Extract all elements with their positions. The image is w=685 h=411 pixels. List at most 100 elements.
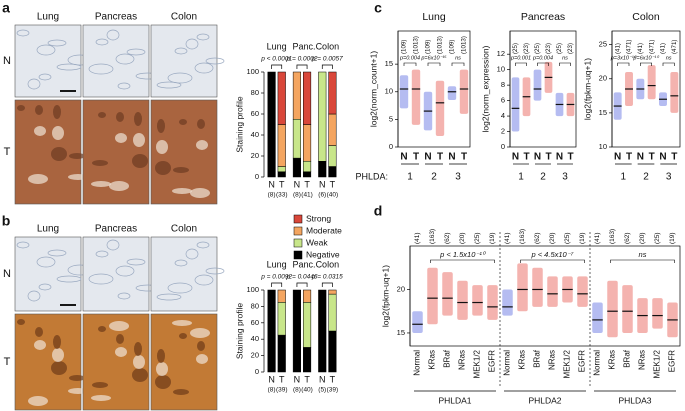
bar-segment xyxy=(303,347,312,373)
sample-count: (23) xyxy=(567,43,574,54)
p-value: p = 0.0446 xyxy=(286,274,318,281)
tissue-texture xyxy=(52,126,64,140)
dot-cloud xyxy=(447,86,457,101)
chart-title: Pancreas xyxy=(521,11,565,23)
plot-frame xyxy=(509,30,577,148)
p-value: p < 1.5x10⁻¹⁰ xyxy=(439,250,486,259)
dot-cloud xyxy=(472,285,483,316)
legend-label: Negative xyxy=(306,249,340,259)
p-value: p = 0.0092 xyxy=(260,274,292,281)
p-value: ns xyxy=(455,55,461,61)
y-tick-label: 80 xyxy=(251,88,259,97)
dot-cloud xyxy=(459,69,469,114)
sample-count: (19) xyxy=(489,232,496,244)
sample-count: (40) xyxy=(301,387,313,394)
plot-frame xyxy=(397,30,471,148)
tissue-texture xyxy=(196,354,208,364)
x-tick-label: N xyxy=(512,152,519,163)
sample-count: (23) xyxy=(545,43,552,54)
sample-count: (1013) xyxy=(437,36,444,54)
p-value: p=6x10⁻¹⁰ xyxy=(632,54,659,61)
panel-label: c xyxy=(374,0,382,16)
y-tick-label: 10 xyxy=(599,142,607,151)
tissue-texture xyxy=(116,334,124,344)
sample-count: (8) xyxy=(293,192,301,199)
x-tick-label: EGFR xyxy=(488,350,497,372)
normal-tissue-image xyxy=(82,24,150,98)
sample-count: (19) xyxy=(669,232,676,244)
tissue-texture xyxy=(16,241,30,249)
sample-count: (1013) xyxy=(413,36,420,54)
tissue-texture xyxy=(56,275,82,283)
y-tick-label: 100 xyxy=(246,67,259,76)
x-tick-label: T xyxy=(304,179,310,189)
significance-bracket xyxy=(321,282,333,287)
tissue-texture xyxy=(132,368,148,382)
sample-count: (20) xyxy=(549,232,556,244)
sample-count: (163) xyxy=(429,229,436,244)
y-tick-label: 6 xyxy=(501,96,505,105)
dot-cloud xyxy=(411,69,421,125)
legend-label: Strong xyxy=(306,213,331,223)
row-label: T xyxy=(4,356,11,368)
dot-cloud xyxy=(487,285,498,320)
x-tick-label: T xyxy=(330,374,336,384)
tissue-texture xyxy=(172,320,192,326)
sample-count: (8) xyxy=(268,192,276,199)
sample-count: (6) xyxy=(318,192,326,199)
sample-count: (39) xyxy=(327,387,339,394)
significance-bracket xyxy=(617,62,630,66)
bar-segment xyxy=(318,161,327,178)
tissue-texture xyxy=(38,283,52,291)
group-label: 2 xyxy=(540,172,546,183)
y-axis-label: log2(norm_expression) xyxy=(480,45,490,132)
x-tick-label: KRas xyxy=(608,350,617,370)
bar-segment xyxy=(277,71,286,125)
p-value: p=3x10⁻¹⁰ xyxy=(610,54,637,61)
p-value: ns xyxy=(562,55,568,61)
x-tick-label: T xyxy=(279,179,285,189)
x-tick-label: T xyxy=(626,152,632,163)
bar-segment xyxy=(292,119,301,159)
tissue-texture xyxy=(95,250,109,258)
y-tick-label: 10 xyxy=(497,65,505,74)
x-tick-label: N xyxy=(319,179,326,189)
tissue-texture xyxy=(116,112,124,122)
p-value: ns xyxy=(639,250,647,259)
y-tick-label: 20 xyxy=(397,284,405,293)
bar-segment xyxy=(328,330,337,373)
bar-segment xyxy=(328,145,337,167)
dot-cloud xyxy=(622,285,633,333)
dot-cloud xyxy=(511,77,520,132)
dot-cloud xyxy=(502,289,513,316)
x-tick-label: T xyxy=(671,152,677,163)
column-label: Lung xyxy=(37,224,59,235)
bar-segment xyxy=(303,289,312,303)
x-tick-label: BRaf xyxy=(623,349,632,368)
row-label: N xyxy=(3,55,11,67)
y-tick-label: 0 xyxy=(501,142,505,151)
group-label: PHLDA1 xyxy=(438,395,471,405)
group-label: Panc. xyxy=(292,259,315,269)
tissue-texture xyxy=(106,29,120,41)
tissue-texture xyxy=(174,259,188,267)
significance-bracket xyxy=(403,62,417,66)
y-axis-label: log2(fpkm-uq+1) xyxy=(582,58,592,120)
sample-count: (471) xyxy=(648,40,655,54)
tissue-texture xyxy=(190,188,210,198)
x-tick-label: NRas xyxy=(548,350,557,370)
tissue-texture xyxy=(38,73,52,81)
tissue-texture xyxy=(157,349,165,363)
sample-count: (8) xyxy=(268,387,276,394)
sample-count: (20) xyxy=(639,232,646,244)
x-tick-label: BRaf xyxy=(443,349,452,368)
bar-segment xyxy=(292,289,301,373)
tissue-texture xyxy=(133,355,145,369)
dot-cloud xyxy=(577,276,588,307)
p-value: p=0.004 xyxy=(532,55,553,61)
dot-cloud xyxy=(652,298,663,329)
group-label: 1 xyxy=(518,172,524,183)
significance-bracket xyxy=(427,62,441,66)
sample-count: (41) xyxy=(594,232,601,244)
bar-segment xyxy=(277,289,286,303)
